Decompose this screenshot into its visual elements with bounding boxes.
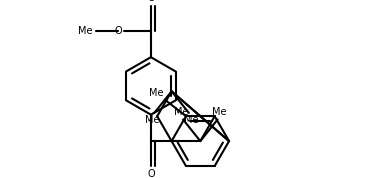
Text: Me: Me (174, 108, 188, 117)
Text: O: O (147, 0, 155, 3)
Text: Me: Me (184, 115, 198, 125)
Text: Me: Me (212, 108, 227, 117)
Text: Me: Me (145, 115, 159, 125)
Text: Me: Me (149, 88, 164, 98)
Text: Me: Me (78, 26, 92, 36)
Text: O: O (115, 26, 122, 36)
Text: O: O (147, 169, 155, 178)
